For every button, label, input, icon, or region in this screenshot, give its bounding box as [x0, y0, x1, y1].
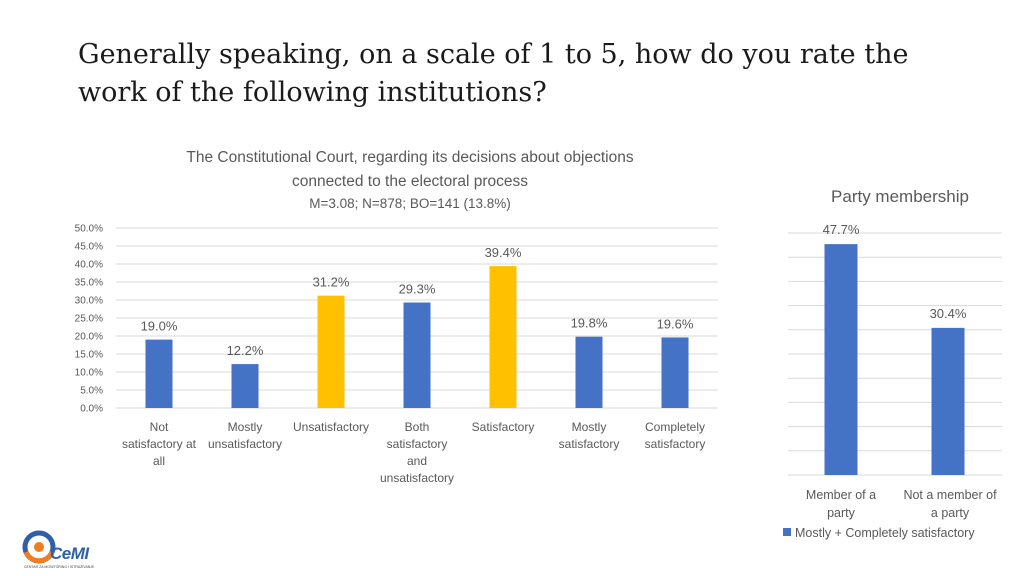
chart1-category-label: Mostly — [228, 420, 263, 434]
chart1-category-label: satisfactory — [559, 437, 620, 451]
chart1-bar — [661, 337, 689, 408]
chart2-title: Party membership — [831, 187, 969, 206]
chart1-title-line2: connected to the electoral process — [291, 173, 529, 190]
chart1-data-label: 19.0% — [141, 319, 178, 334]
chart1-data-label: 12.2% — [227, 343, 264, 358]
chart1-category-label: unsatisfactory — [380, 471, 454, 485]
chart1-category-label: satisfactory at — [122, 437, 197, 451]
chart1-category-label: all — [153, 454, 165, 468]
chart1-ytick-label: 45.0% — [75, 242, 103, 253]
chart2-bar — [931, 327, 965, 475]
chart1-category-label: unsatisfactory — [208, 437, 282, 451]
chart1-bar — [403, 302, 431, 408]
cemi-logo-icon — [22, 530, 56, 564]
logo-name: CeMI — [50, 544, 89, 563]
chart1-bar — [231, 364, 259, 408]
chart1-bar — [317, 295, 345, 408]
chart1-data-label: 39.4% — [485, 245, 522, 260]
chart2-bar — [824, 244, 858, 475]
chart1-ytick-label: 35.0% — [75, 278, 103, 289]
chart1-ytick-label: 10.0% — [75, 368, 103, 379]
chart1-ytick-label: 15.0% — [75, 350, 103, 361]
chart1-ytick-label: 5.0% — [80, 386, 103, 397]
chart2-category-label: Not a member of — [903, 488, 997, 502]
chart1-data-label: 19.6% — [657, 316, 694, 331]
chart1-ytick-label: 0.0% — [80, 404, 103, 415]
chart1-category-label: Unsatisfactory — [293, 420, 369, 434]
logo-tagline: CENTAR ZA MONITORING I ISTRAŽIVANJE — [24, 565, 95, 569]
chart1-bar — [575, 336, 603, 408]
chart2-legend-label: Mostly + Completely satisfactory — [795, 526, 975, 540]
chart2-category-label: Member of a — [806, 488, 876, 502]
chart1-bar — [145, 339, 173, 408]
chart1-category-label: satisfactory — [387, 437, 448, 451]
chart1-category-label: Satisfactory — [472, 420, 535, 434]
chart1-category-label: Mostly — [572, 420, 607, 434]
chart2-data-label: 47.7% — [823, 222, 860, 237]
slide-title: Generally speaking, on a scale of 1 to 5… — [78, 39, 909, 108]
chart2-legend-swatch — [783, 528, 791, 536]
chart1-ytick-label: 50.0% — [75, 224, 103, 235]
chart1-title-line1: The Constitutional Court, regarding its … — [186, 149, 634, 166]
chart1-data-label: 31.2% — [313, 275, 350, 290]
chart1-ytick-label: 25.0% — [75, 314, 103, 325]
chart2-category-label: a party — [931, 506, 970, 520]
chart2-category-label: party — [827, 506, 856, 520]
chart1-category-label: and — [407, 454, 427, 468]
chart1-subtitle: M=3.08; N=878; BO=141 (13.8%) — [309, 196, 511, 211]
chart1-category-label: Both — [405, 420, 430, 434]
chart2-data-label: 30.4% — [930, 306, 967, 321]
chart1-ytick-label: 20.0% — [75, 332, 103, 343]
chart1-ytick-label: 30.0% — [75, 296, 103, 307]
chart1-category-label: satisfactory — [645, 437, 706, 451]
chart1-bar — [489, 266, 517, 408]
chart1-data-label: 19.8% — [571, 316, 608, 331]
chart1-ytick-label: 40.0% — [75, 260, 103, 271]
chart1-category-label: Not — [150, 420, 169, 434]
chart1-category-label: Completely — [645, 420, 705, 434]
chart1-data-label: 29.3% — [399, 282, 436, 297]
